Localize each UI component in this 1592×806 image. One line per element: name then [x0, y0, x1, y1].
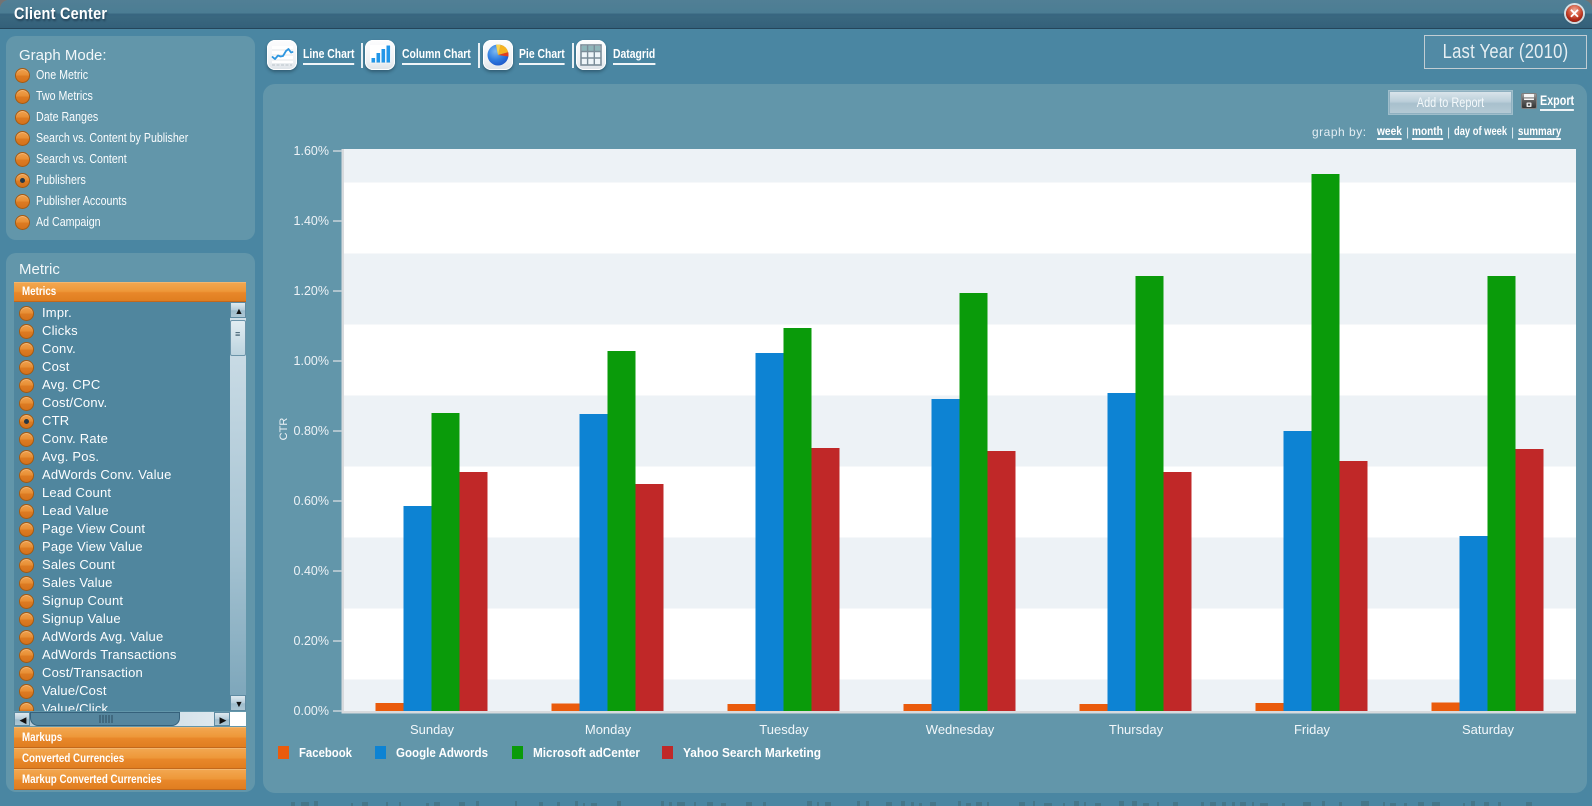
svg-text:Facebook: Facebook: [299, 745, 353, 760]
svg-text:Google Adwords: Google Adwords: [396, 745, 488, 760]
svg-text:Sunday: Sunday: [410, 722, 455, 737]
svg-text:Wednesday: Wednesday: [926, 722, 995, 737]
svg-text:Friday: Friday: [1294, 722, 1331, 737]
svg-text:0.20%: 0.20%: [294, 634, 329, 648]
svg-text:Tuesday: Tuesday: [759, 722, 809, 737]
svg-text:Thursday: Thursday: [1109, 722, 1164, 737]
svg-text:0.40%: 0.40%: [294, 564, 329, 578]
svg-text:CTR: CTR: [278, 418, 290, 441]
svg-text:Monday: Monday: [585, 722, 632, 737]
svg-text:Yahoo Search Marketing: Yahoo Search Marketing: [683, 745, 821, 760]
svg-text:Saturday: Saturday: [1462, 722, 1515, 737]
svg-text:1.60%: 1.60%: [294, 144, 329, 158]
svg-text:1.00%: 1.00%: [294, 354, 329, 368]
svg-text:1.40%: 1.40%: [294, 214, 329, 228]
svg-text:1.20%: 1.20%: [294, 284, 329, 298]
svg-text:0.00%: 0.00%: [294, 704, 329, 718]
svg-text:0.60%: 0.60%: [294, 494, 329, 508]
svg-text:0.80%: 0.80%: [294, 424, 329, 438]
svg-text:Microsoft adCenter: Microsoft adCenter: [533, 745, 640, 760]
